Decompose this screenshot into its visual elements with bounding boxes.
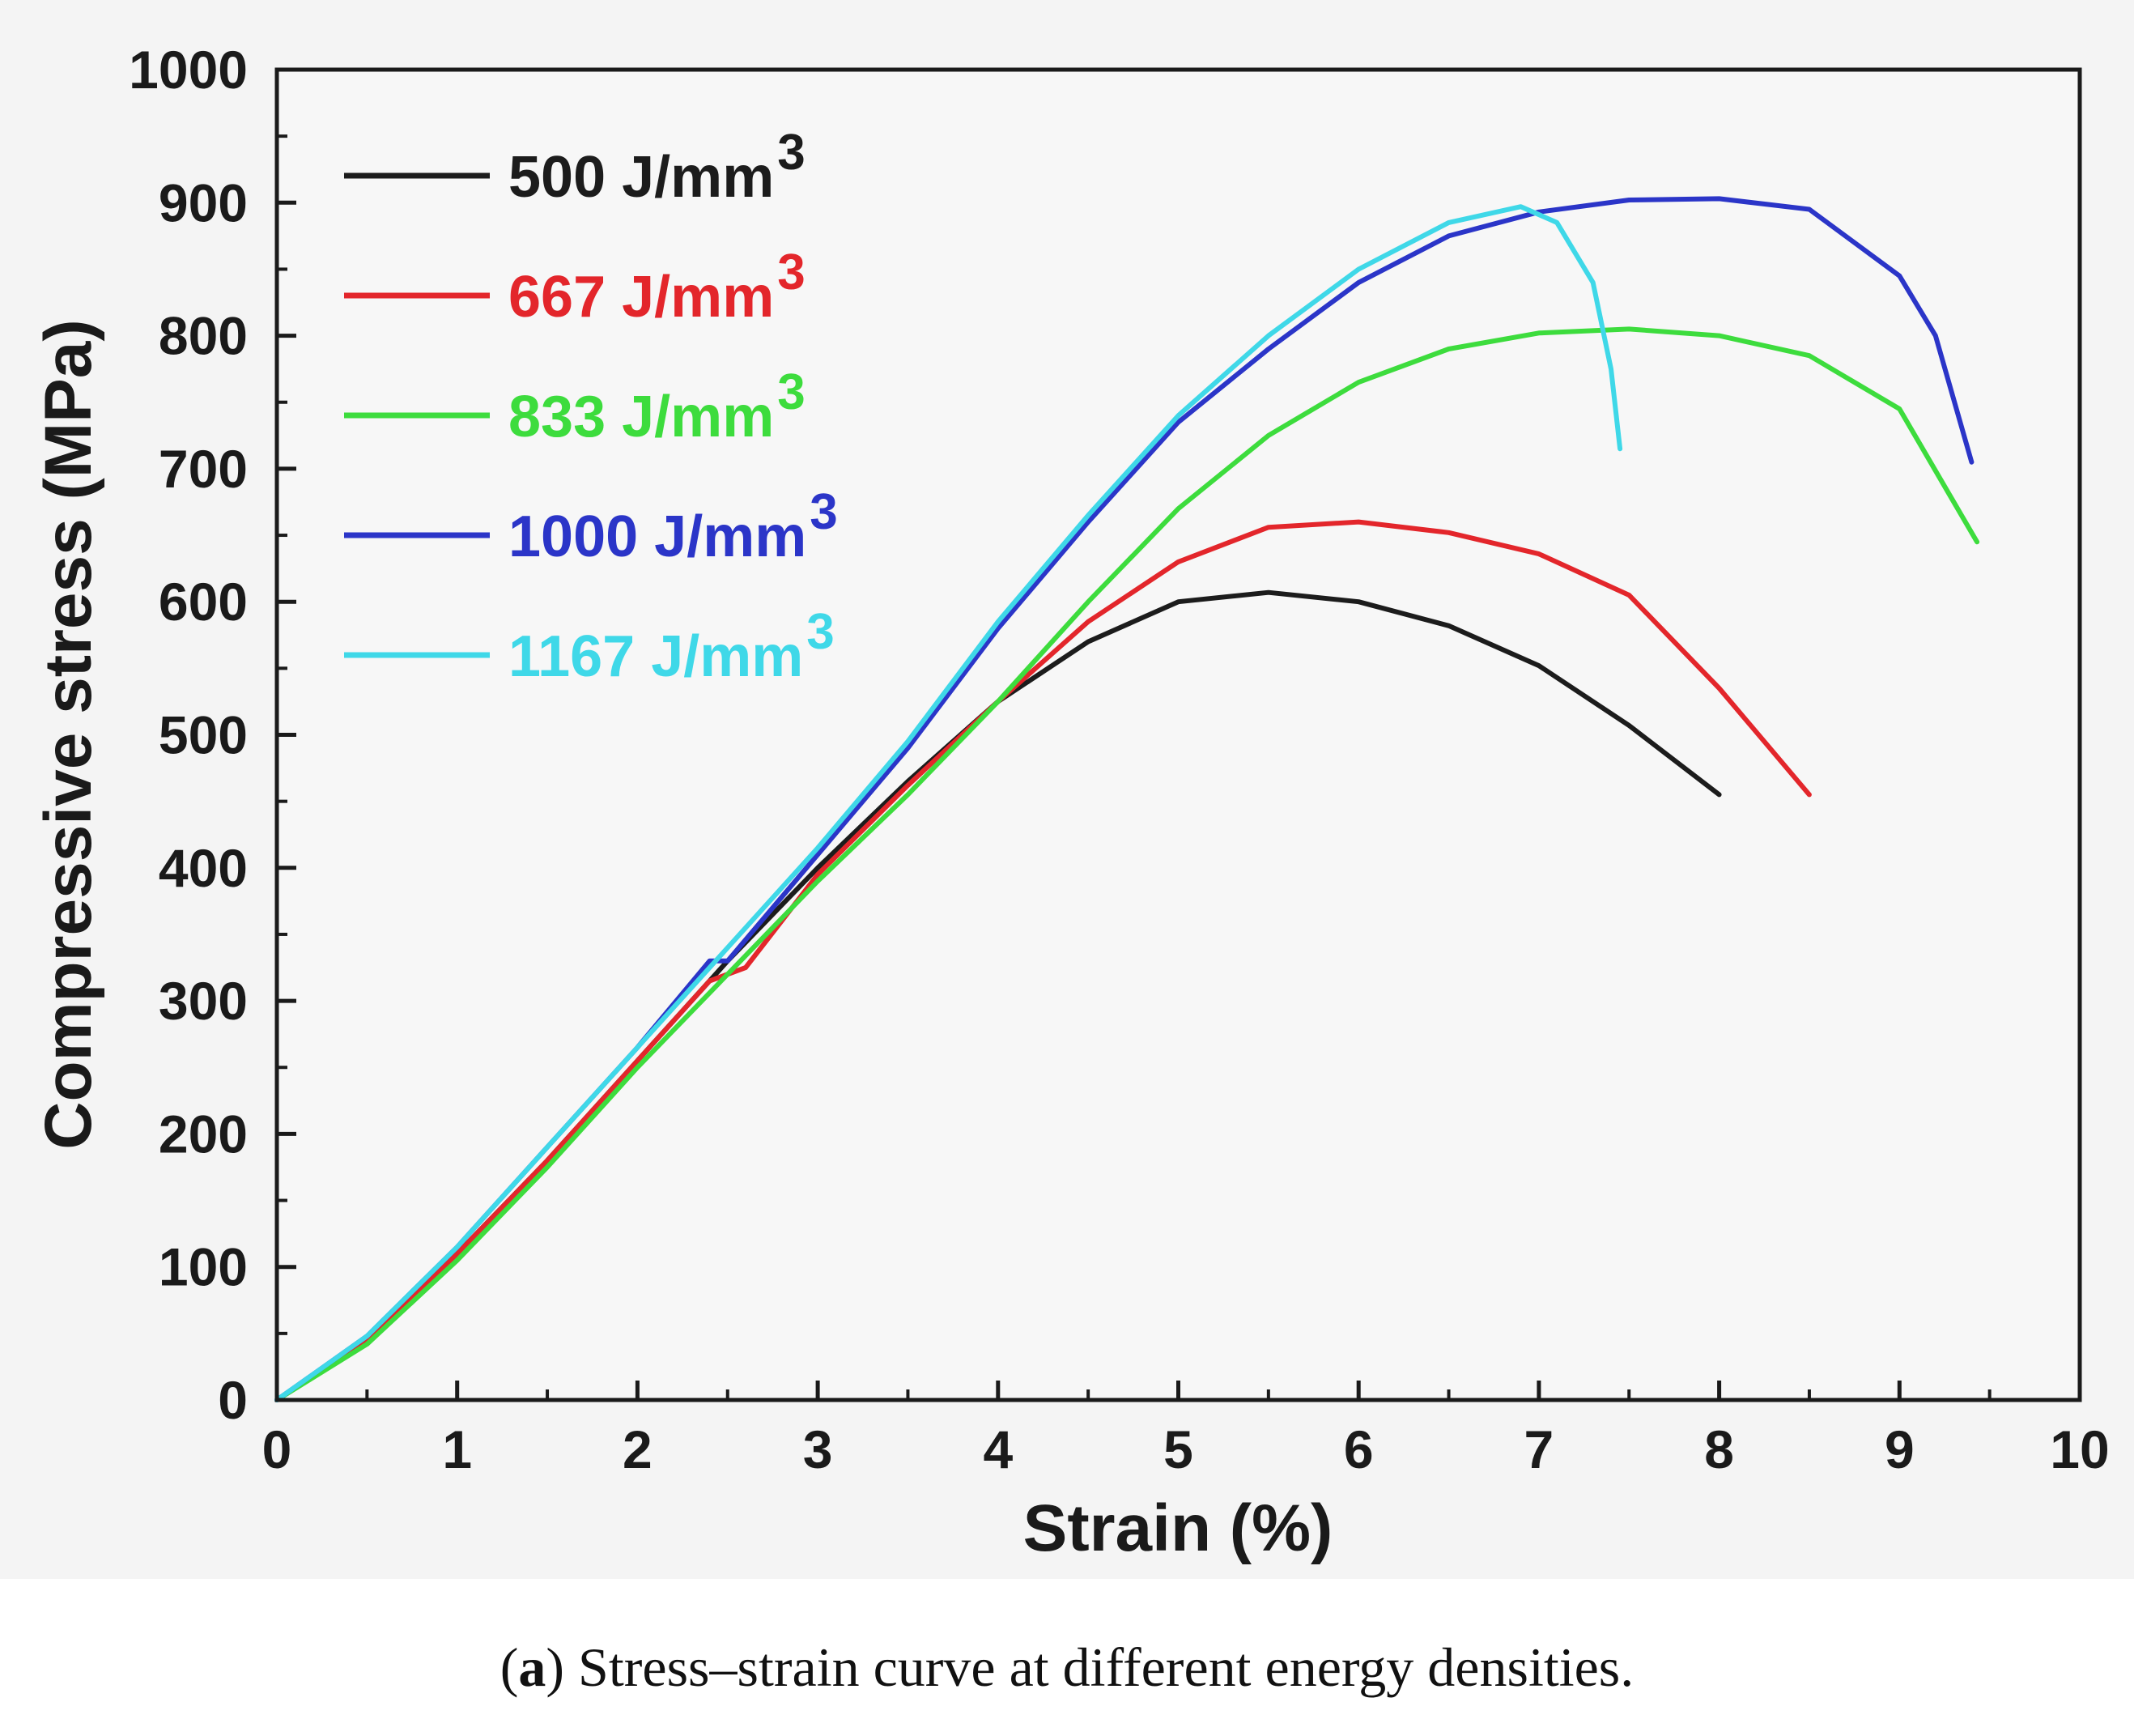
legend-label: 1167 J/mm3 xyxy=(508,604,835,689)
y-tick-label: 500 xyxy=(159,705,248,765)
x-tick-label: 4 xyxy=(983,1419,1013,1479)
legend-label: 500 J/mm3 xyxy=(508,125,806,210)
y-tick-label: 900 xyxy=(159,172,248,232)
figure-caption: (a) Stress–strain curve at different ene… xyxy=(499,1636,1635,1698)
x-tick-label: 7 xyxy=(1524,1419,1554,1479)
legend: 500 J/mm3 667 J/mm3 833 J/mm3 1000 J/mm3 116… xyxy=(344,125,838,689)
legend-label: 1000 J/mm3 xyxy=(508,484,838,569)
y-tick-label: 800 xyxy=(159,306,248,366)
y-tick-label: 600 xyxy=(159,572,248,632)
series-line xyxy=(274,326,1980,1402)
legend-label: 833 J/mm3 xyxy=(508,364,806,449)
plot-frame xyxy=(274,67,2082,1402)
y-tick-label: 1000 xyxy=(129,40,248,100)
x-tick-label: 10 xyxy=(2050,1419,2109,1479)
caption-text: Stress–strain curve at different energy … xyxy=(564,1636,1635,1698)
y-tick-label: 100 xyxy=(159,1237,248,1297)
y-axis-label: Compressive stress (MPa) xyxy=(32,319,105,1149)
stress-strain-chart: 0 1 2 3 4 5 6 7 8 9 100100200300400500600700800900… xyxy=(32,40,2110,1565)
x-tick-label: 0 xyxy=(262,1419,292,1479)
y-tick-label: 700 xyxy=(159,439,248,499)
data-curves xyxy=(274,196,1980,1402)
x-tick-label: 3 xyxy=(803,1419,833,1479)
x-tick-label: 8 xyxy=(1704,1419,1734,1479)
x-tick-label: 2 xyxy=(623,1419,653,1479)
x-tick-label: 9 xyxy=(1885,1419,1915,1479)
y-tick-label: 300 xyxy=(159,971,248,1031)
x-axis-label: Strain (%) xyxy=(1023,1491,1333,1565)
x-tick-label: 5 xyxy=(1163,1419,1193,1479)
x-tick-label: 1 xyxy=(442,1419,472,1479)
y-tick-label: 200 xyxy=(159,1104,248,1164)
caption-label: a xyxy=(518,1636,546,1698)
axis-tick-labels: 0 1 2 3 4 5 6 7 8 9 100100200300400500600700800900… xyxy=(129,40,2110,1479)
y-tick-label: 400 xyxy=(159,838,248,898)
y-tick-label: 0 xyxy=(218,1370,248,1430)
x-tick-label: 6 xyxy=(1344,1419,1374,1479)
legend-label: 667 J/mm3 xyxy=(508,245,806,330)
plot-area xyxy=(277,70,2080,1400)
series-line xyxy=(274,204,1623,1402)
chart-figure: 0 1 2 3 4 5 6 7 8 9 10 0 100 200 300 400 500 600 700 800 900… xyxy=(0,0,2134,1579)
